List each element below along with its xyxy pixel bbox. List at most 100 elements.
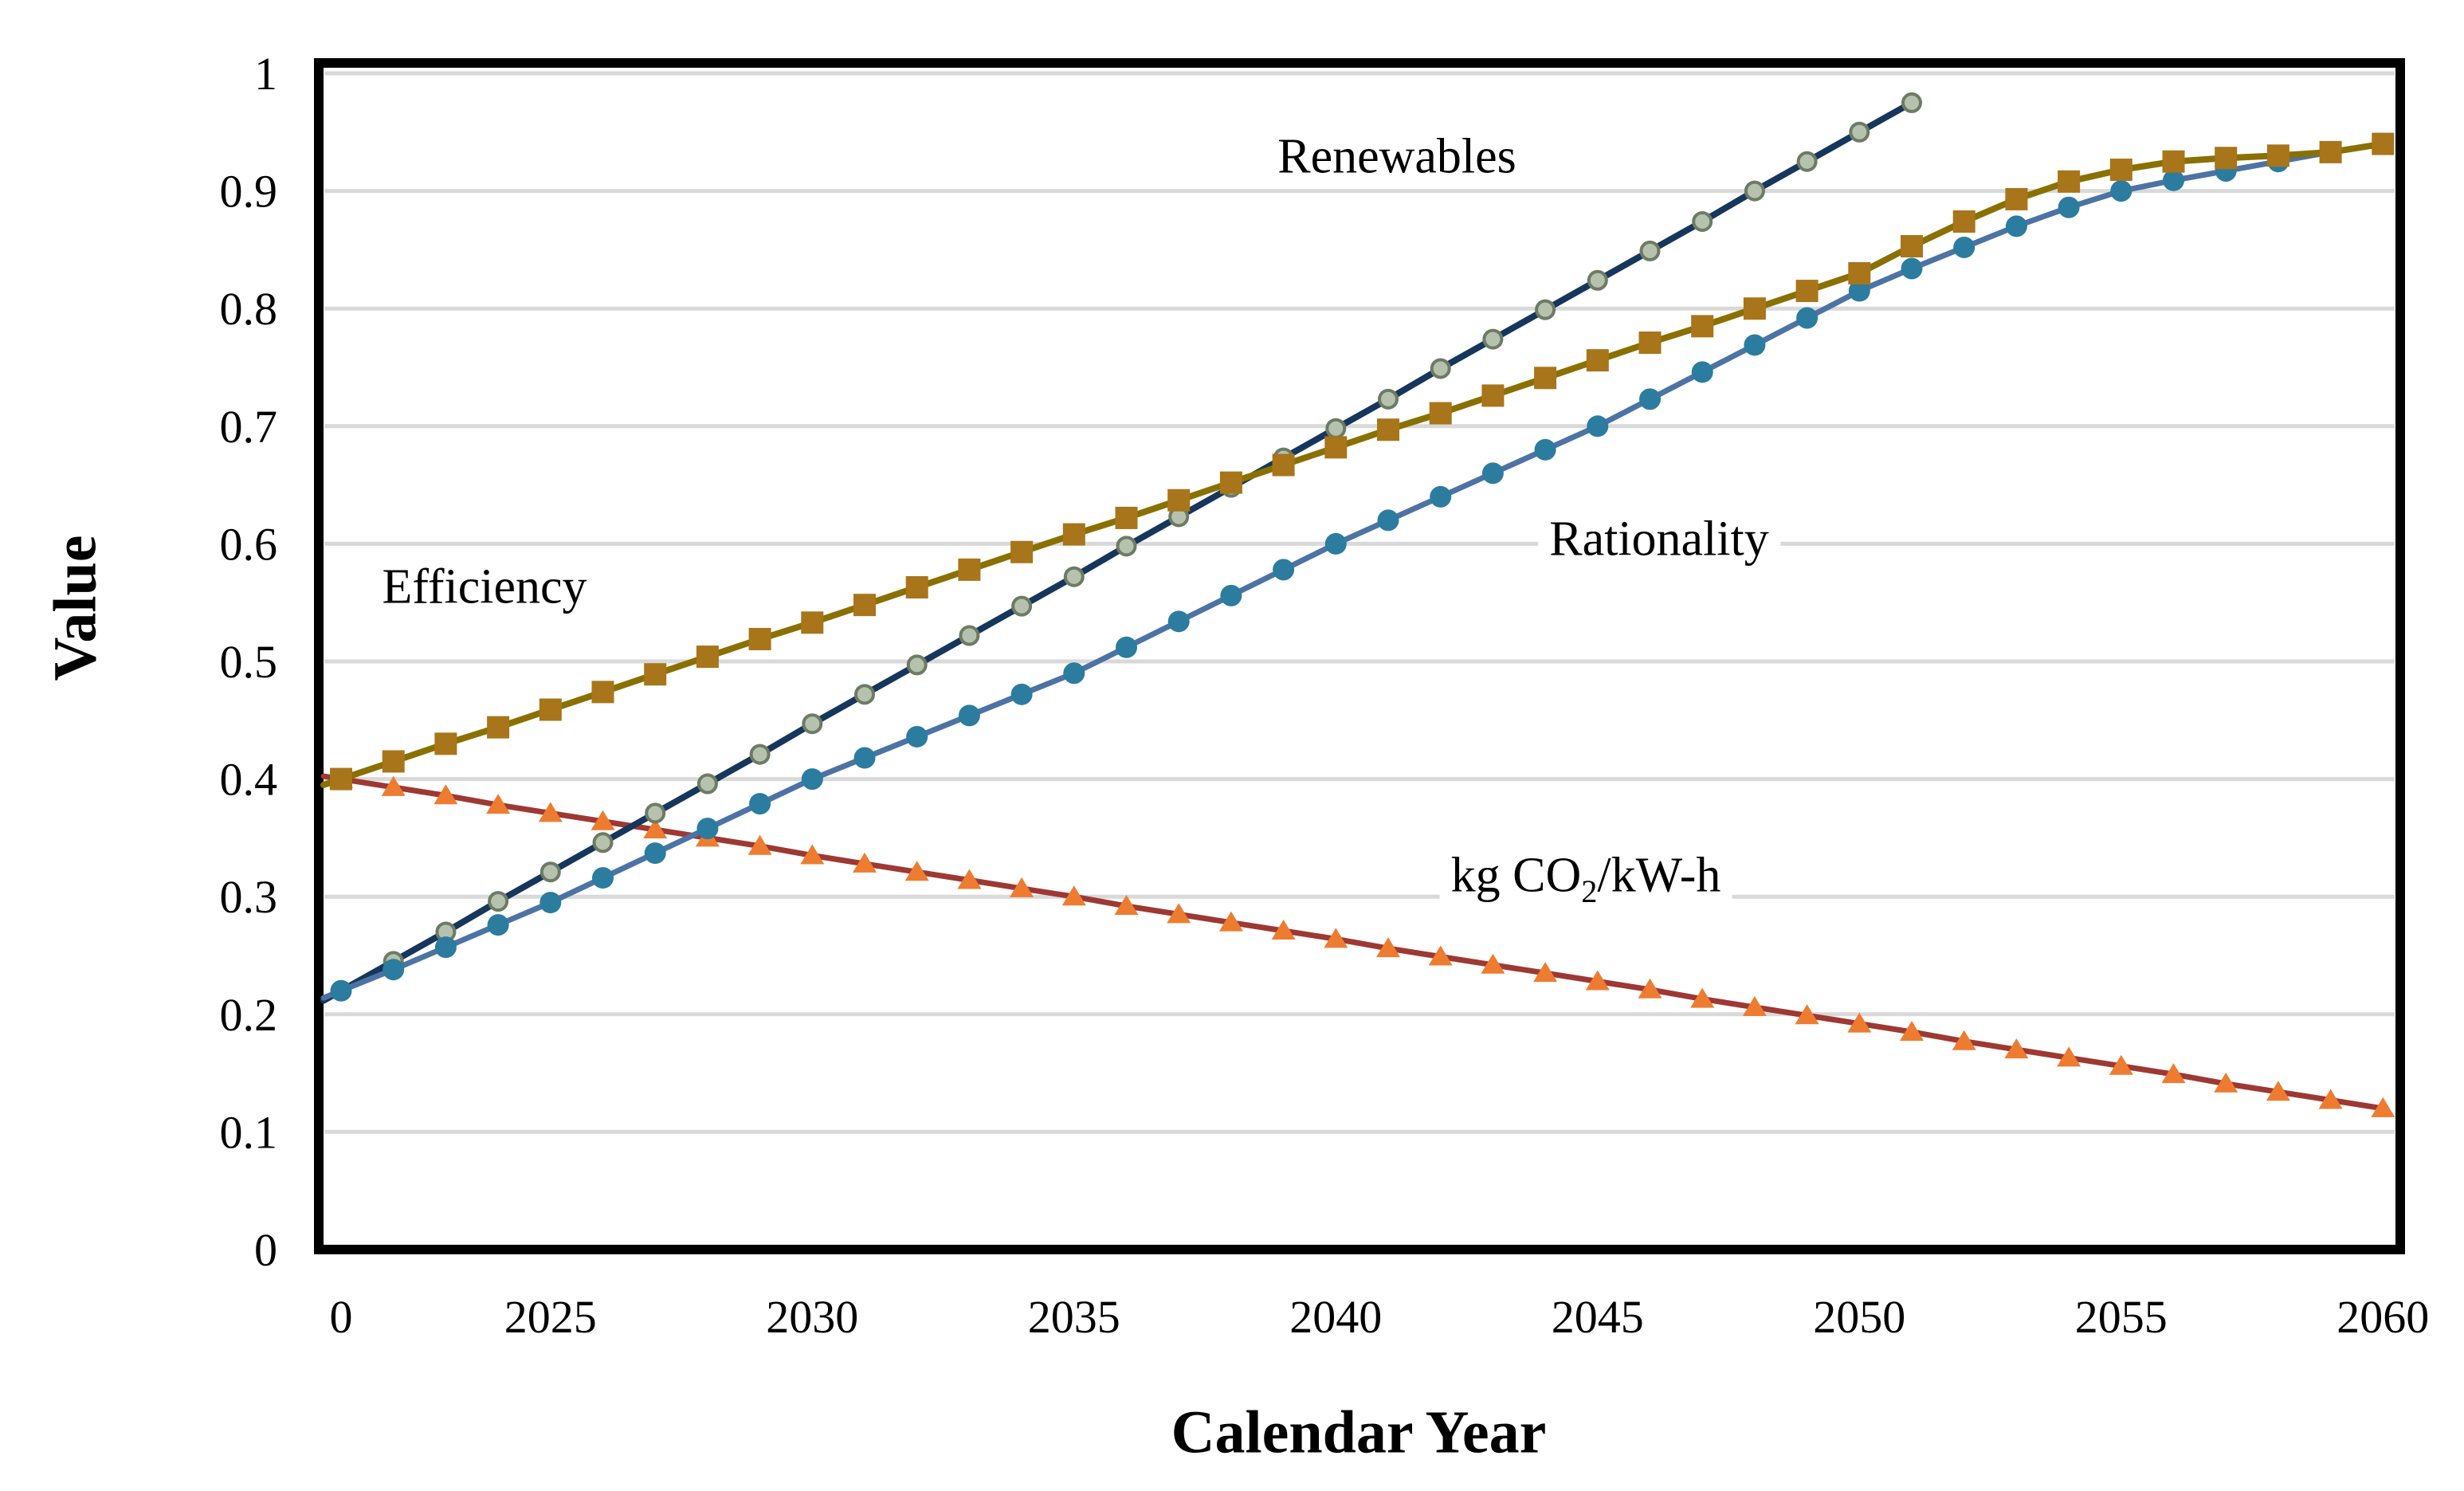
marker-triangle <box>957 869 982 889</box>
marker-circle <box>958 704 980 727</box>
marker-triangle <box>2318 1089 2343 1109</box>
marker-triangle <box>1271 920 1296 940</box>
marker-square <box>1586 349 1609 372</box>
marker-square <box>853 594 876 617</box>
y-tick-labels: 1 0.9 0.8 0.7 0.6 0.5 0.4 0.3 0.2 0.1 0 <box>220 48 278 1276</box>
marker-circle <box>1324 532 1347 555</box>
marker-square <box>2058 170 2081 193</box>
marker-triangle <box>1742 995 1767 1016</box>
marker-circle <box>801 768 823 791</box>
marker-circle <box>1848 280 1870 302</box>
marker-circle <box>1378 388 1399 410</box>
x-tick-label: 2055 <box>2075 1291 2168 1343</box>
marker-circle <box>854 684 875 705</box>
marker-square <box>801 611 824 634</box>
x-tick-label: 2035 <box>1028 1291 1120 1343</box>
marker-triangle <box>1061 885 1086 906</box>
marker-triangle <box>1218 911 1243 932</box>
x-tick-label: 2040 <box>1289 1291 1382 1343</box>
marker-circle <box>1744 334 1766 356</box>
marker-circle <box>592 832 614 853</box>
marker-square <box>591 681 614 704</box>
marker-triangle <box>1585 970 1610 991</box>
marker-square <box>2372 132 2395 155</box>
x-tick-label: 0 <box>330 1291 353 1343</box>
marker-circle <box>2110 180 2132 202</box>
series-kg-co2-kw-h <box>320 767 2395 1117</box>
marker-circle <box>645 802 666 824</box>
marker-circle <box>644 842 666 865</box>
marker-triangle <box>2161 1063 2186 1084</box>
marker-circle <box>1325 418 1347 439</box>
marker-triangle <box>2004 1038 2029 1059</box>
marker-square <box>1795 280 1819 303</box>
y-tick-label: 0 <box>254 1224 277 1276</box>
marker-square <box>2215 147 2238 170</box>
marker-circle <box>539 892 562 914</box>
marker-circle <box>2058 196 2080 218</box>
marker-circle <box>749 793 771 815</box>
marker-circle <box>749 744 771 765</box>
marker-circle <box>1587 415 1609 437</box>
marker-circle <box>1167 610 1190 633</box>
marker-square <box>1743 297 1766 320</box>
marker-triangle <box>1900 1020 1924 1041</box>
marker-circle <box>1901 257 1923 280</box>
marker-triangle <box>486 794 511 814</box>
marker-square <box>1062 523 1085 546</box>
marker-circle <box>539 861 561 883</box>
marker-square <box>748 627 771 650</box>
y-tick-label: 0.7 <box>220 401 278 453</box>
x-tick-label: 2045 <box>1552 1291 1644 1343</box>
x-axis-title: Calendar Year <box>1171 1399 1547 1466</box>
marker-circle <box>1639 240 1661 261</box>
marker-triangle <box>2109 1054 2133 1075</box>
marker-circle <box>1639 388 1661 410</box>
marker-square <box>696 645 719 669</box>
marker-circle <box>1796 307 1819 329</box>
marker-circle <box>1849 121 1870 143</box>
marker-circle <box>434 936 457 959</box>
marker-triangle <box>1795 1004 1819 1025</box>
marker-triangle <box>1847 1012 1872 1033</box>
marker-triangle <box>381 775 406 796</box>
marker-triangle <box>1952 1030 1976 1050</box>
marker-triangle <box>1167 903 1191 924</box>
marker-circle <box>1430 358 1451 379</box>
marker-circle <box>1220 584 1242 606</box>
marker-triangle <box>2266 1081 2290 1101</box>
marker-triangle <box>1481 953 1505 974</box>
marker-square <box>1638 332 1662 355</box>
marker-triangle <box>643 818 668 839</box>
marker-circle <box>592 867 614 889</box>
marker-circle <box>1010 683 1033 705</box>
marker-circle <box>959 625 980 646</box>
marker-circle <box>1116 536 1137 557</box>
marker-square <box>1377 418 1399 441</box>
marker-square <box>487 716 510 739</box>
marker-square <box>1848 261 1871 284</box>
marker-circle <box>1430 485 1452 508</box>
marker-circle <box>1692 210 1713 232</box>
marker-circle <box>906 725 928 747</box>
marker-square <box>1272 453 1295 477</box>
marker-square <box>2162 150 2185 173</box>
marker-square <box>1481 384 1505 407</box>
series-label-co2: kg CO2/kW-h <box>1439 846 1732 912</box>
x-tick-label: 2030 <box>766 1291 858 1343</box>
marker-circle <box>1377 509 1399 532</box>
marker-square <box>905 576 928 599</box>
marker-circle <box>1063 566 1085 587</box>
marker-triangle <box>1010 877 1034 897</box>
marker-square <box>1115 506 1138 529</box>
y-tick-label: 0.3 <box>220 871 278 923</box>
y-tick-label: 0.1 <box>220 1106 278 1158</box>
plot-border <box>314 58 2405 1254</box>
marker-square <box>330 767 352 791</box>
marker-triangle <box>2371 1097 2395 1117</box>
series-rationality <box>320 133 2394 1002</box>
marker-circle <box>330 979 352 1002</box>
marker-circle <box>1901 92 1922 113</box>
marker-triangle <box>1533 962 1558 983</box>
marker-square <box>434 732 457 755</box>
